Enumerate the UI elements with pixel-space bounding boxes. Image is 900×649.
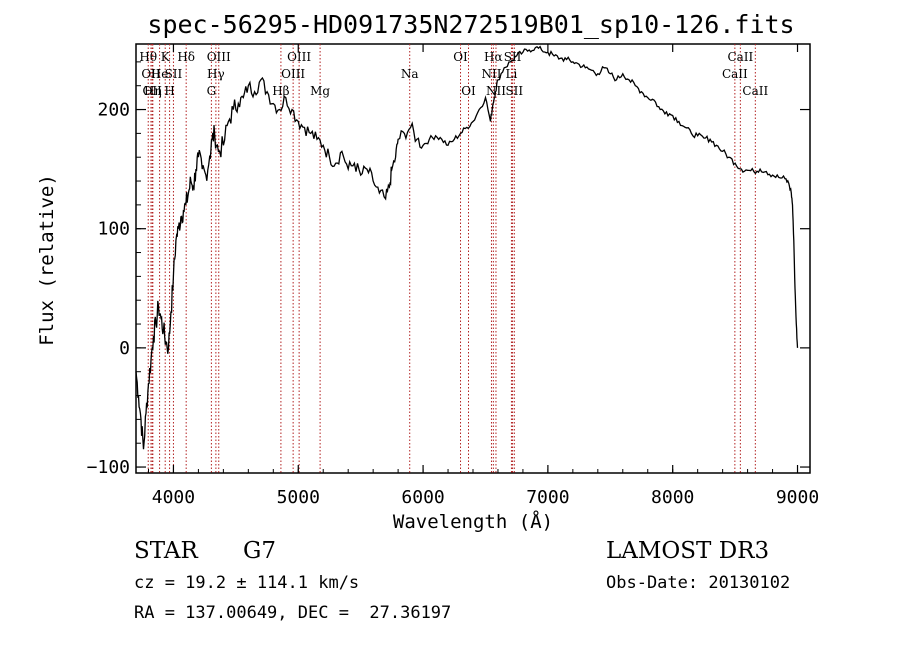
line-label-16: Na <box>401 67 419 81</box>
line-label-25: CaII <box>722 67 748 81</box>
spectral-subclass: G7 <box>243 538 277 564</box>
spectral-line-labels: HθOIIOIIHηHeKHSIIHδGHγOIIIHβOIIIOIIIMgNa… <box>139 50 768 98</box>
line-label-19: NII <box>481 67 501 81</box>
spectral-line-markers <box>147 44 756 473</box>
x-tick-label-3: 7000 <box>526 487 569 508</box>
y-tick-label-1: 0 <box>119 338 130 359</box>
line-label-20: Hα <box>484 50 503 64</box>
line-label-5: K <box>161 50 171 64</box>
x-axis-ticks: 4000 5000 6000 7000 8000 9000 <box>147 44 819 508</box>
line-label-6: H <box>164 84 174 98</box>
x-tick-label-1: 5000 <box>277 487 320 508</box>
x-tick-label-4: 8000 <box>651 487 694 508</box>
coordinates: RA = 137.00649, DEC = 27.36197 <box>134 603 452 623</box>
line-label-26: CaII <box>727 50 753 64</box>
line-label-27: CaII <box>742 84 768 98</box>
y-tick-label-3: 200 <box>97 100 130 121</box>
x-tick-label-2: 6000 <box>401 487 444 508</box>
line-label-22: Li <box>506 67 518 81</box>
line-label-10: Hγ <box>207 67 225 81</box>
line-label-3: Hη <box>144 84 162 98</box>
line-label-13: OIII <box>281 67 305 81</box>
line-label-15: Mg <box>310 84 330 98</box>
line-label-8: Hδ <box>177 50 195 64</box>
x-tick-label-0: 4000 <box>152 487 195 508</box>
line-label-24: SII <box>505 84 523 98</box>
line-label-2: OII <box>143 84 163 98</box>
line-label-9: G <box>207 84 217 98</box>
object-class: STAR <box>134 538 198 564</box>
line-label-14: OIII <box>287 50 311 64</box>
chart-title: spec-56295-HD091735N272519B01_sp10-126.f… <box>147 10 794 39</box>
line-label-0: Hθ <box>139 50 157 64</box>
x-axis-label: Wavelength (Å) <box>393 510 553 533</box>
y-tick-label-2: 100 <box>97 219 130 240</box>
line-label-18: OI <box>461 84 476 98</box>
y-tick-label-0: −100 <box>87 457 130 478</box>
y-axis-ticks: −100 0 100 200 <box>87 61 810 478</box>
y-axis-label: Flux (relative) <box>36 174 58 346</box>
line-label-1: OII <box>141 67 161 81</box>
survey-name: LAMOST DR3 <box>606 538 770 564</box>
redshift-value: cz = 19.2 ± 114.1 km/s <box>134 573 360 593</box>
line-label-4: He <box>151 67 169 81</box>
line-label-17: OI <box>453 50 468 64</box>
spectrum-flux-line <box>135 45 799 450</box>
line-label-12: Hβ <box>272 84 289 98</box>
x-tick-label-5: 9000 <box>776 487 819 508</box>
line-label-11: OIII <box>207 50 231 64</box>
observation-date: Obs-Date: 20130102 <box>606 573 791 593</box>
line-label-7: SII <box>165 67 183 81</box>
